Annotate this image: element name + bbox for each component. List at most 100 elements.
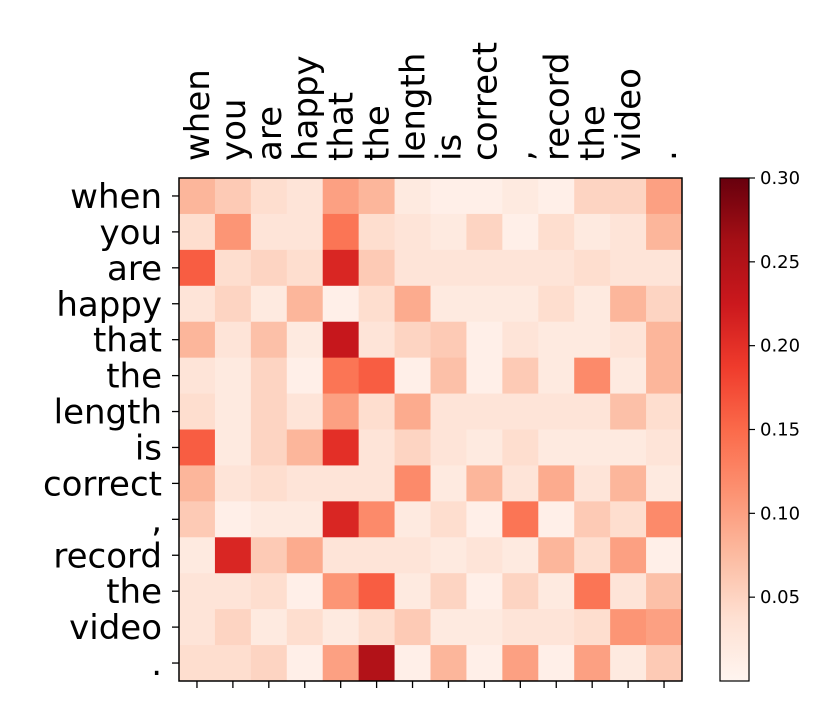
heatmap-cells bbox=[179, 178, 683, 682]
heatmap-cell bbox=[574, 429, 611, 466]
heatmap-cell bbox=[286, 645, 324, 682]
x-axis-tick-labels: whenyouarehappythatthelengthiscorrect,re… bbox=[178, 42, 685, 161]
heatmap-cell bbox=[574, 213, 611, 251]
heatmap-cell bbox=[214, 178, 252, 215]
heatmap-cell bbox=[574, 501, 611, 538]
heatmap-cell bbox=[610, 645, 647, 682]
y-tick-label: correct bbox=[43, 464, 162, 504]
heatmap-cell bbox=[286, 573, 324, 610]
heatmap-cell bbox=[394, 357, 431, 394]
heatmap-cell bbox=[358, 609, 395, 646]
heatmap-cell bbox=[646, 249, 683, 287]
heatmap-cell bbox=[214, 321, 252, 359]
heatmap-cell bbox=[358, 321, 395, 359]
heatmap-cell bbox=[502, 465, 539, 502]
heatmap-cell bbox=[214, 609, 252, 646]
heatmap-cell bbox=[358, 429, 395, 466]
heatmap-cell bbox=[250, 321, 288, 359]
heatmap-cell bbox=[430, 393, 467, 430]
heatmap-cell bbox=[322, 537, 360, 574]
heatmap-cell bbox=[646, 285, 683, 323]
heatmap-cell bbox=[250, 357, 288, 394]
heatmap-cell bbox=[358, 178, 395, 215]
colorbar-tick-label: 0.20 bbox=[760, 336, 800, 357]
heatmap-cell bbox=[610, 465, 647, 502]
heatmap-cell bbox=[286, 321, 324, 359]
heatmap-cell bbox=[466, 429, 503, 466]
y-tick-label: are bbox=[107, 249, 162, 289]
heatmap-cell bbox=[430, 465, 467, 502]
heatmap-cell bbox=[538, 573, 575, 610]
y-tick-label: record bbox=[53, 536, 162, 576]
heatmap-cell bbox=[430, 321, 467, 359]
heatmap-cell bbox=[250, 465, 288, 502]
heatmap-cell bbox=[250, 501, 288, 538]
heatmap-cell bbox=[214, 537, 252, 574]
heatmap-cell bbox=[574, 321, 611, 359]
heatmap-cell bbox=[610, 213, 647, 251]
heatmap-cell bbox=[358, 393, 395, 430]
heatmap-cell bbox=[322, 465, 360, 502]
x-tick-label: you bbox=[214, 99, 254, 161]
heatmap-cell bbox=[322, 321, 360, 359]
heatmap-cell bbox=[466, 249, 503, 287]
heatmap-cell bbox=[394, 429, 431, 466]
heatmap-cell bbox=[286, 537, 324, 574]
heatmap-cell bbox=[394, 321, 431, 359]
heatmap-cell bbox=[466, 609, 503, 646]
heatmap-cell bbox=[502, 501, 539, 538]
heatmap-cell bbox=[610, 501, 647, 538]
heatmap-cell bbox=[322, 429, 360, 466]
heatmap-cell bbox=[502, 609, 539, 646]
heatmap-cell bbox=[574, 249, 611, 287]
x-tick-label: that bbox=[322, 92, 362, 161]
heatmap-cell bbox=[538, 393, 575, 430]
y-axis-tick-labels: whenyouarehappythatthelengthiscorrect,re… bbox=[43, 177, 162, 684]
heatmap-cell bbox=[646, 573, 683, 610]
heatmap-cell bbox=[358, 285, 395, 323]
heatmap-cell bbox=[538, 213, 575, 251]
heatmap-cell bbox=[179, 645, 216, 682]
heatmap-cell bbox=[358, 465, 395, 502]
heatmap-cell bbox=[394, 501, 431, 538]
heatmap-cell bbox=[574, 357, 611, 394]
y-tick-label: when bbox=[70, 177, 162, 217]
heatmap-cell bbox=[179, 429, 216, 466]
heatmap-cell bbox=[574, 393, 611, 430]
heatmap-cell bbox=[466, 573, 503, 610]
heatmap-cell bbox=[466, 178, 503, 215]
heatmap-cell bbox=[466, 465, 503, 502]
heatmap-cell bbox=[430, 429, 467, 466]
heatmap-cell bbox=[466, 501, 503, 538]
heatmap-cell bbox=[646, 213, 683, 251]
heatmap-cell bbox=[394, 573, 431, 610]
heatmap-cell bbox=[610, 393, 647, 430]
heatmap-cell bbox=[394, 249, 431, 287]
heatmap-cell bbox=[322, 393, 360, 430]
x-tick-label: are bbox=[250, 106, 290, 161]
heatmap-cell bbox=[646, 393, 683, 430]
heatmap-cell bbox=[286, 465, 324, 502]
heatmap-cell bbox=[250, 573, 288, 610]
heatmap-cell bbox=[646, 321, 683, 359]
heatmap-cell bbox=[430, 645, 467, 682]
x-tick-label: record bbox=[537, 52, 577, 161]
x-tick-label: the bbox=[573, 105, 613, 161]
heatmap-cell bbox=[250, 537, 288, 574]
colorbar bbox=[719, 177, 750, 682]
heatmap-cell bbox=[430, 501, 467, 538]
heatmap-cell bbox=[394, 465, 431, 502]
heatmap-cell bbox=[394, 609, 431, 646]
heatmap-cell bbox=[466, 537, 503, 574]
heatmap-cell bbox=[610, 178, 647, 215]
heatmap-cell bbox=[430, 178, 467, 215]
heatmap-cell bbox=[322, 645, 360, 682]
heatmap-cell bbox=[214, 249, 252, 287]
heatmap-cell bbox=[538, 501, 575, 538]
heatmap-cell bbox=[250, 213, 288, 251]
heatmap-cell bbox=[322, 213, 360, 251]
heatmap-cell bbox=[250, 429, 288, 466]
heatmap-cell bbox=[250, 178, 288, 215]
x-tick-label: the bbox=[358, 105, 398, 161]
y-tick-label: , bbox=[151, 500, 162, 540]
